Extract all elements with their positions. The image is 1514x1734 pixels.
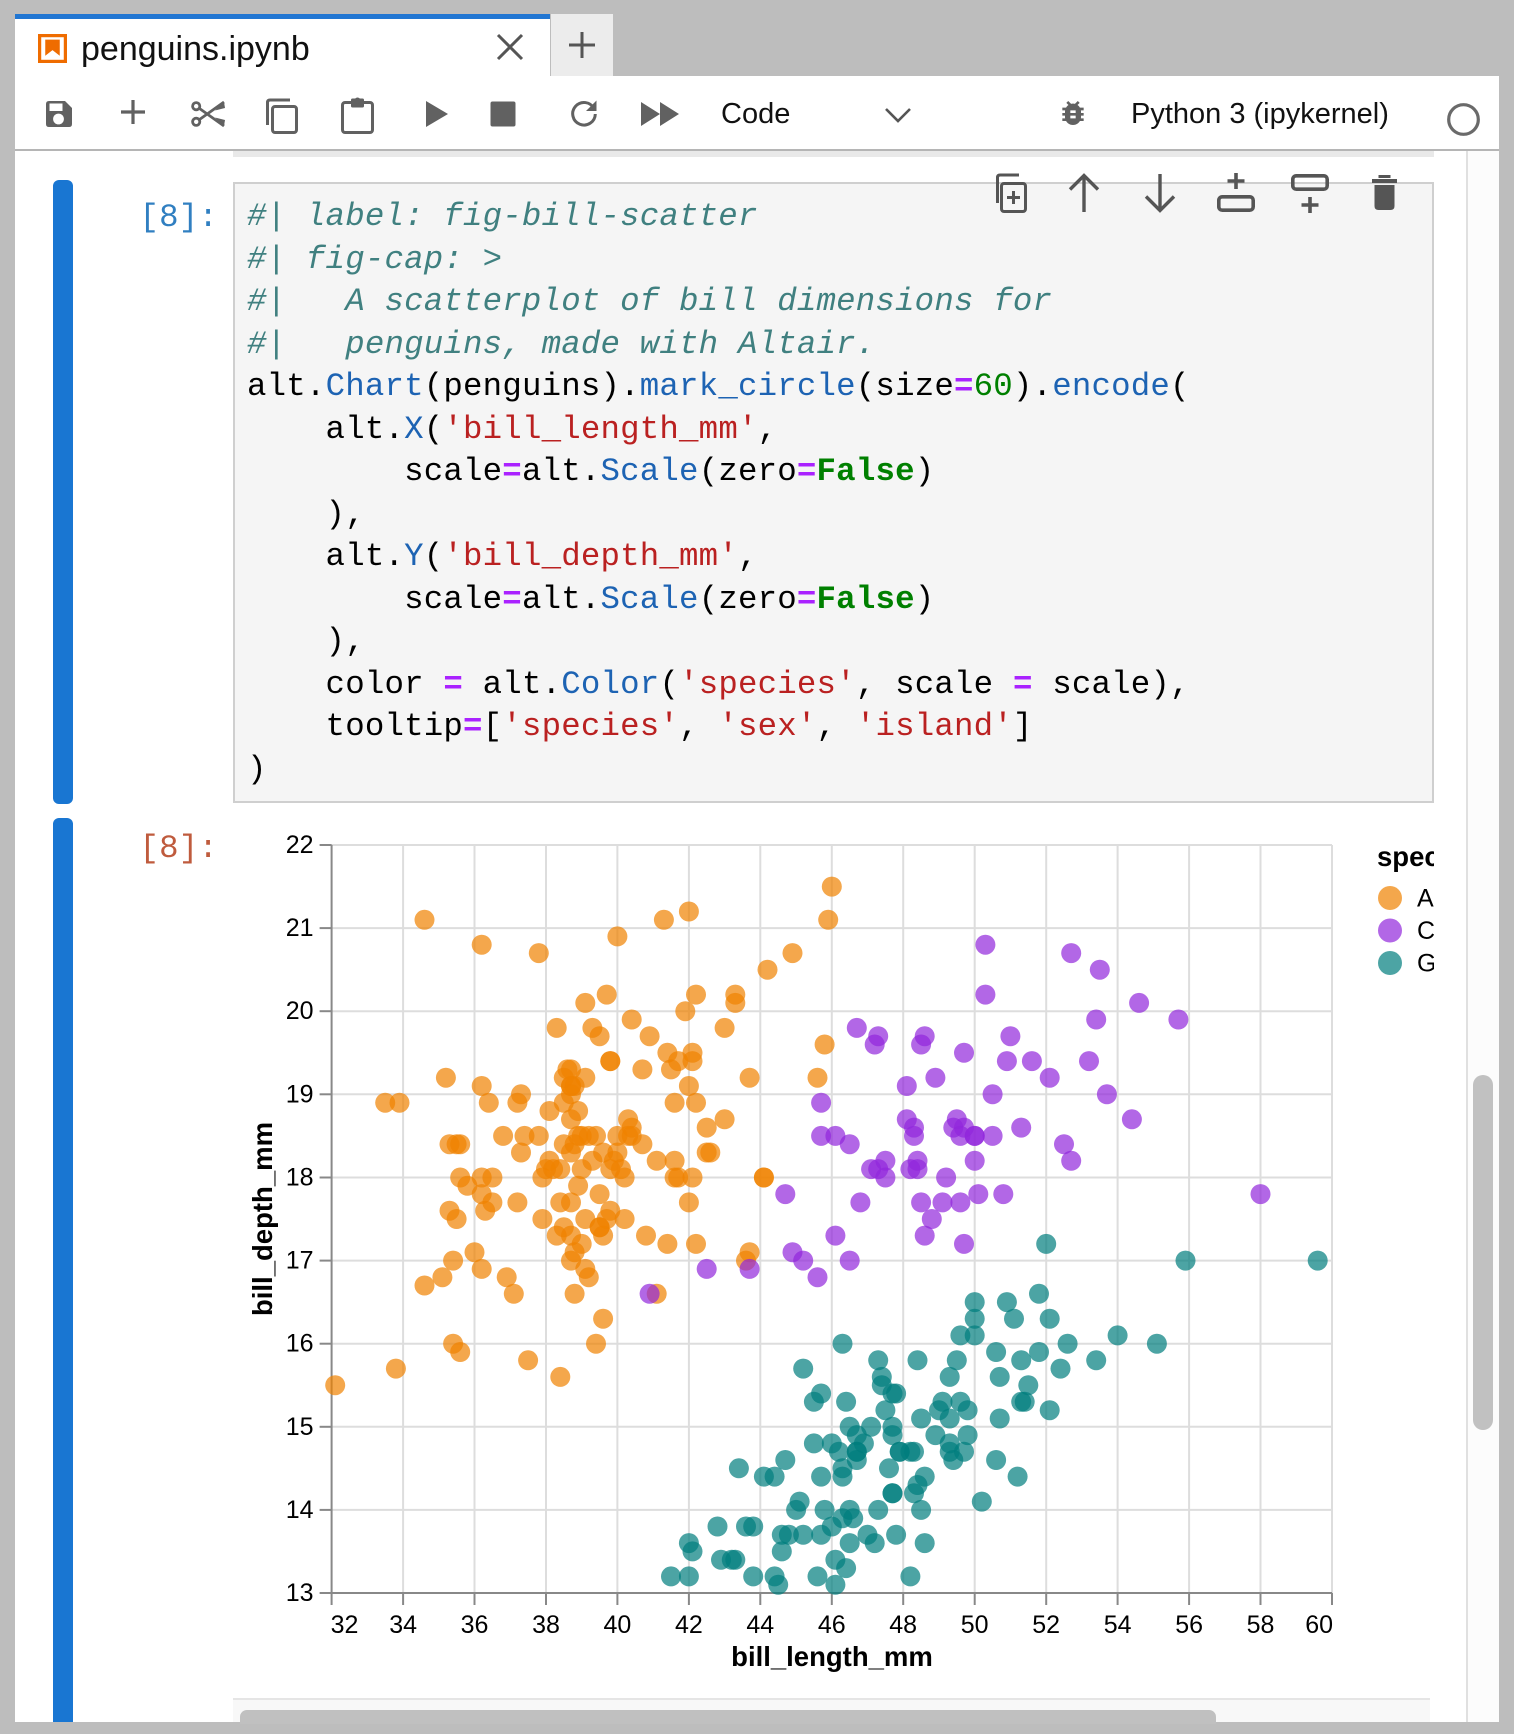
svg-text:13: 13 [286, 1579, 314, 1607]
svg-text:52: 52 [1032, 1611, 1060, 1639]
svg-text:bill_depth_mm: bill_depth_mm [247, 1122, 278, 1316]
svg-text:34: 34 [389, 1611, 417, 1639]
svg-text:46: 46 [818, 1611, 846, 1639]
svg-text:54: 54 [1104, 1611, 1132, 1639]
svg-text:60: 60 [1305, 1611, 1333, 1639]
svg-text:38: 38 [532, 1611, 560, 1639]
svg-text:22: 22 [286, 831, 314, 859]
svg-text:36: 36 [461, 1611, 489, 1639]
svg-text:17: 17 [286, 1247, 314, 1275]
svg-text:species: species [1377, 841, 1434, 872]
svg-text:44: 44 [746, 1611, 774, 1639]
svg-text:20: 20 [286, 997, 314, 1025]
svg-text:14: 14 [286, 1496, 314, 1524]
svg-text:18: 18 [286, 1164, 314, 1192]
svg-text:42: 42 [675, 1611, 703, 1639]
svg-text:16: 16 [286, 1330, 314, 1358]
svg-text:bill_length_mm: bill_length_mm [731, 1641, 933, 1672]
svg-text:Adelie: Adelie [1417, 885, 1434, 913]
svg-text:32: 32 [331, 1611, 359, 1639]
svg-text:15: 15 [286, 1413, 314, 1441]
svg-text:19: 19 [286, 1080, 314, 1108]
svg-text:48: 48 [889, 1611, 917, 1639]
svg-text:Gentoo: Gentoo [1417, 950, 1434, 978]
svg-text:21: 21 [286, 914, 314, 942]
svg-text:56: 56 [1175, 1611, 1203, 1639]
svg-text:Chinstrap: Chinstrap [1417, 917, 1434, 945]
svg-text:40: 40 [603, 1611, 631, 1639]
svg-text:58: 58 [1247, 1611, 1275, 1639]
svg-text:50: 50 [961, 1611, 989, 1639]
